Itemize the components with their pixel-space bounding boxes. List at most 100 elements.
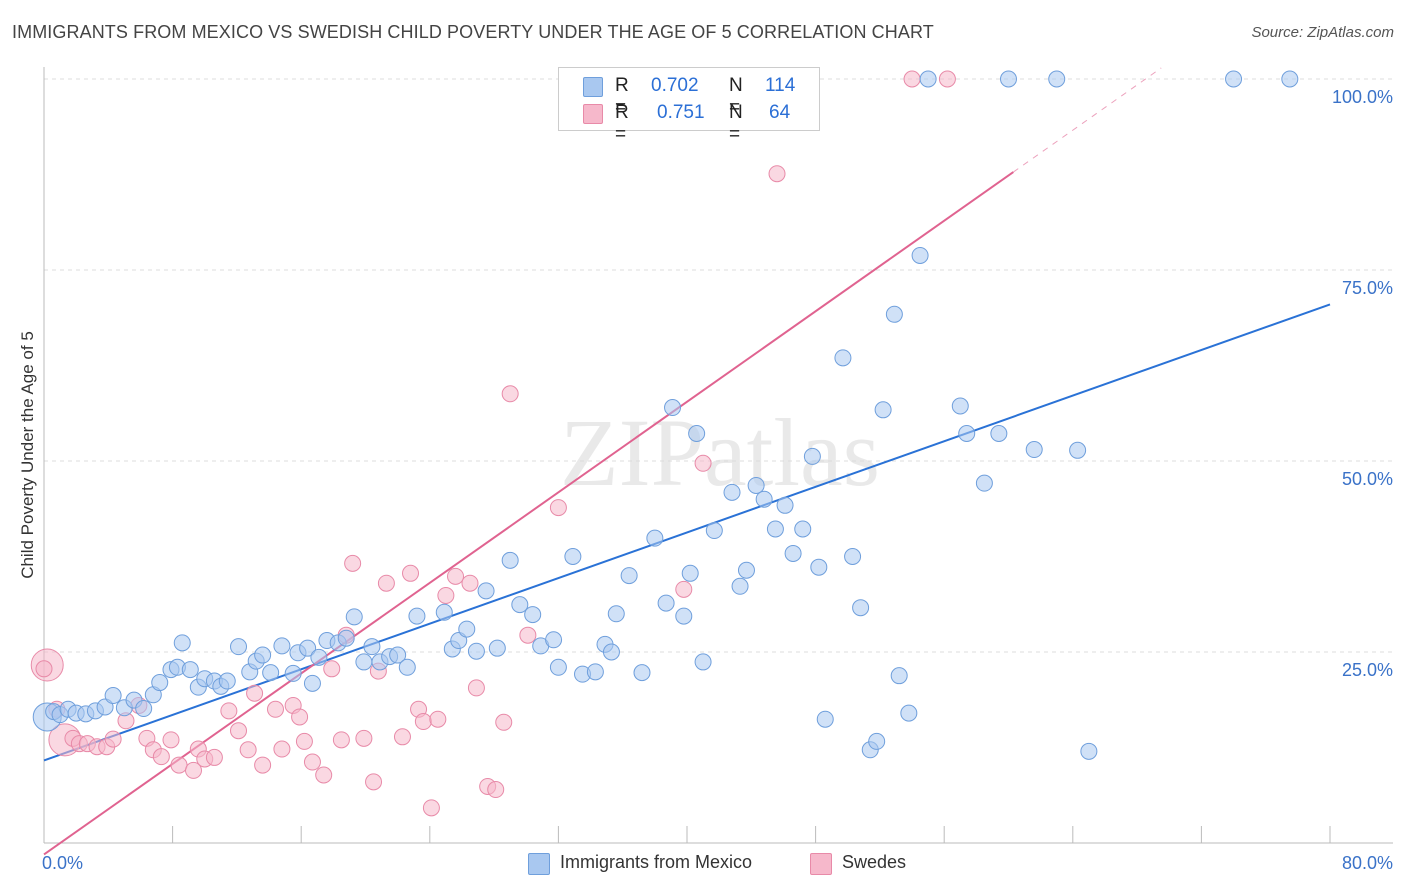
mexico-point: [602, 643, 620, 661]
swedes-point: [694, 454, 712, 472]
legend-n-value: 64: [769, 102, 791, 123]
mexico-point: [501, 551, 519, 569]
mexico-point: [545, 631, 563, 649]
mexico-point: [951, 397, 969, 415]
mexico-point: [1048, 70, 1066, 88]
swedes-point: [170, 756, 188, 774]
swedes-point: [377, 574, 395, 592]
mexico-point: [885, 305, 903, 323]
mexico-point: [794, 520, 812, 538]
correlation-legend: R = 0.702 N = 114 R = 0.751 N = 64: [558, 67, 820, 145]
watermark: ZIPatlas: [560, 399, 880, 506]
swedes-point: [675, 580, 693, 598]
mexico-point: [435, 603, 453, 621]
mexico-point: [458, 620, 476, 638]
swedes-point: [437, 586, 455, 604]
swedes-point: [246, 684, 264, 702]
swedes-point: [501, 385, 519, 403]
tick-labels: 25.0% 50.0% 75.0% 100.0% 0.0% 80.0%: [42, 87, 1393, 873]
mexico-point: [810, 558, 828, 576]
mexico-point: [633, 664, 651, 682]
mexico-point: [218, 672, 236, 690]
swedes-point: [495, 713, 513, 731]
mexico-point: [135, 700, 153, 718]
legend-n-label: N =: [729, 102, 743, 145]
legend-n-value: 114: [765, 75, 796, 96]
mexico-point: [694, 653, 712, 671]
mexico-point: [467, 642, 485, 660]
mexico-point: [657, 594, 675, 612]
swedes-point: [273, 740, 291, 758]
x-tick-label: 80.0%: [1342, 853, 1393, 873]
y-tick-label: 100.0%: [1332, 87, 1393, 107]
swedes-point: [104, 730, 122, 748]
mexico-point: [664, 399, 682, 417]
swedes-point: [295, 732, 313, 750]
mexico-point: [284, 664, 302, 682]
mexico-point: [607, 605, 625, 623]
swedes-point: [254, 756, 272, 774]
mexico-point: [755, 490, 773, 508]
swedes-point: [162, 731, 180, 749]
mexico-point: [337, 629, 355, 647]
swedes-point: [323, 660, 341, 678]
legend-r-label: R =: [615, 75, 629, 118]
mexico-point: [803, 447, 821, 465]
swedes-point: [414, 713, 432, 731]
mexico-point: [586, 663, 604, 681]
mexico-point: [363, 638, 381, 656]
mexico-point: [731, 577, 749, 595]
mexico-point: [310, 648, 328, 666]
swedes-point: [903, 70, 921, 88]
mexico-point: [299, 639, 317, 657]
legend-r-label: R =: [615, 102, 629, 145]
swedes-point: [344, 554, 362, 572]
mexico-point: [681, 564, 699, 582]
mexico-point: [723, 483, 741, 501]
mexico-point: [852, 599, 870, 617]
mexico-point: [919, 70, 937, 88]
mexico-point: [1225, 70, 1243, 88]
trend-line-mexico: [43, 303, 1331, 762]
chart-title: IMMIGRANTS FROM MEXICO VS SWEDISH CHILD …: [12, 22, 934, 42]
swedes-point: [220, 702, 238, 720]
mexico-point: [1025, 441, 1043, 459]
y-tick-label: 50.0%: [1342, 469, 1393, 489]
mexico-point: [844, 548, 862, 565]
swedes-point: [467, 679, 485, 697]
mexico-point: [254, 646, 272, 664]
mexico-point: [737, 561, 755, 579]
mexico-points: [32, 70, 1299, 760]
swedes-point: [549, 499, 567, 517]
mexico-point: [868, 732, 886, 750]
swedes-point: [938, 70, 956, 88]
mexico-point: [620, 567, 638, 585]
legend-n-label: N =: [729, 75, 743, 118]
swedes-point: [487, 781, 505, 799]
swedes-point: [768, 165, 786, 183]
swedes-point: [402, 564, 420, 582]
mexico-point: [646, 529, 664, 547]
mexico-point: [874, 401, 892, 419]
swedes-point: [332, 731, 350, 749]
mexico-point: [173, 634, 191, 652]
mexico-point: [1000, 70, 1017, 88]
mexico-point: [488, 639, 506, 657]
legend-swatch-blue: [583, 77, 603, 97]
source-label: Source: ZipAtlas.com: [1251, 24, 1394, 41]
swedes-point: [239, 741, 257, 759]
mexico-point: [151, 674, 169, 692]
mexico-point: [1080, 742, 1098, 760]
gridlines: [44, 78, 1393, 653]
legend-swatch-blue: [528, 853, 550, 875]
mexico-point: [511, 596, 529, 614]
mexico-point: [900, 704, 918, 722]
mexico-point: [766, 520, 784, 538]
y-tick-label: 75.0%: [1342, 278, 1393, 298]
mexico-point: [784, 544, 802, 562]
swedes-point: [35, 660, 53, 678]
trend-line-swedes-extension: [1013, 67, 1162, 173]
mexico-point: [355, 653, 373, 671]
swedes-point: [429, 710, 447, 728]
